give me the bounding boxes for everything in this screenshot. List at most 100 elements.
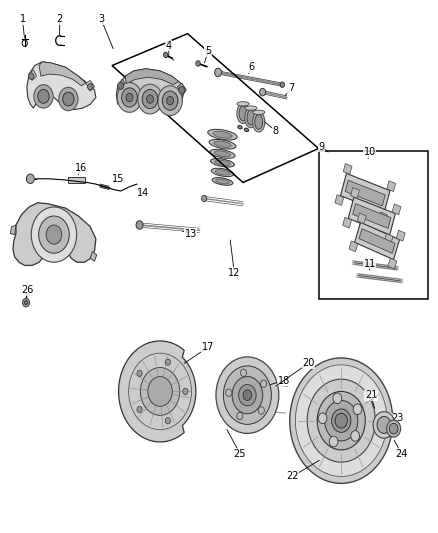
Circle shape xyxy=(389,423,398,434)
Circle shape xyxy=(158,86,182,116)
Circle shape xyxy=(126,93,133,102)
Circle shape xyxy=(63,92,74,106)
Circle shape xyxy=(117,83,142,112)
Text: 2: 2 xyxy=(57,14,63,25)
Polygon shape xyxy=(355,222,399,260)
Polygon shape xyxy=(13,203,96,265)
Circle shape xyxy=(240,369,247,376)
Circle shape xyxy=(317,391,365,450)
Circle shape xyxy=(148,376,172,406)
Ellipse shape xyxy=(237,103,249,124)
Circle shape xyxy=(163,52,168,58)
Polygon shape xyxy=(11,225,16,235)
Polygon shape xyxy=(27,62,96,110)
Circle shape xyxy=(88,84,93,90)
Circle shape xyxy=(138,84,162,114)
Ellipse shape xyxy=(208,130,237,140)
Circle shape xyxy=(201,195,207,201)
Circle shape xyxy=(307,379,375,462)
Circle shape xyxy=(165,359,170,365)
Text: 15: 15 xyxy=(112,174,124,184)
Ellipse shape xyxy=(237,102,249,106)
Circle shape xyxy=(335,413,347,428)
Circle shape xyxy=(351,431,360,441)
Circle shape xyxy=(165,417,170,424)
Polygon shape xyxy=(343,164,352,174)
Text: 6: 6 xyxy=(249,62,255,72)
Circle shape xyxy=(147,95,153,103)
Ellipse shape xyxy=(215,160,230,166)
Text: 18: 18 xyxy=(278,376,290,386)
Ellipse shape xyxy=(238,126,242,129)
Circle shape xyxy=(329,436,338,447)
Circle shape xyxy=(137,406,142,413)
Circle shape xyxy=(34,85,53,108)
Ellipse shape xyxy=(247,110,255,125)
Polygon shape xyxy=(378,212,387,223)
Polygon shape xyxy=(90,252,97,261)
Text: 8: 8 xyxy=(273,126,279,136)
Circle shape xyxy=(136,221,143,229)
Polygon shape xyxy=(68,177,85,182)
Text: 11: 11 xyxy=(364,259,376,269)
Circle shape xyxy=(183,388,188,394)
Polygon shape xyxy=(384,233,393,245)
Polygon shape xyxy=(357,213,366,224)
Polygon shape xyxy=(86,80,95,91)
Polygon shape xyxy=(348,197,396,235)
Circle shape xyxy=(333,393,342,403)
Text: 3: 3 xyxy=(98,14,104,25)
Circle shape xyxy=(141,368,180,415)
Ellipse shape xyxy=(212,177,233,185)
Text: 7: 7 xyxy=(288,83,294,93)
Text: 24: 24 xyxy=(396,449,408,458)
Polygon shape xyxy=(396,230,405,241)
Polygon shape xyxy=(388,258,397,269)
Circle shape xyxy=(31,207,77,262)
Circle shape xyxy=(258,407,265,414)
Circle shape xyxy=(39,216,69,253)
Circle shape xyxy=(353,404,362,415)
Ellipse shape xyxy=(239,106,247,121)
Text: 20: 20 xyxy=(302,358,314,368)
Ellipse shape xyxy=(215,169,230,175)
Text: 26: 26 xyxy=(21,286,34,295)
Ellipse shape xyxy=(210,149,235,158)
Text: 21: 21 xyxy=(365,390,377,400)
Ellipse shape xyxy=(244,128,249,132)
Ellipse shape xyxy=(255,115,263,130)
Polygon shape xyxy=(117,69,184,110)
Polygon shape xyxy=(335,195,344,205)
Circle shape xyxy=(295,365,387,477)
Circle shape xyxy=(280,82,285,87)
Circle shape xyxy=(122,88,138,107)
Ellipse shape xyxy=(213,131,232,138)
Text: 1: 1 xyxy=(19,14,25,25)
Ellipse shape xyxy=(253,110,265,115)
Circle shape xyxy=(118,82,124,90)
Polygon shape xyxy=(353,204,391,228)
Circle shape xyxy=(137,370,142,376)
Circle shape xyxy=(261,380,267,387)
Text: 14: 14 xyxy=(137,188,149,198)
Circle shape xyxy=(216,357,279,433)
Circle shape xyxy=(260,88,266,96)
Text: 22: 22 xyxy=(286,472,299,481)
Ellipse shape xyxy=(209,140,236,149)
Ellipse shape xyxy=(245,108,257,128)
Ellipse shape xyxy=(211,159,234,167)
Text: 12: 12 xyxy=(228,268,240,278)
Text: 9: 9 xyxy=(318,142,325,152)
Circle shape xyxy=(290,358,393,483)
Circle shape xyxy=(325,400,358,441)
Circle shape xyxy=(26,174,34,183)
Polygon shape xyxy=(29,70,36,80)
Text: 4: 4 xyxy=(166,41,172,51)
Text: 17: 17 xyxy=(202,342,214,352)
Circle shape xyxy=(179,86,185,94)
Circle shape xyxy=(237,413,243,420)
Circle shape xyxy=(387,420,401,437)
Circle shape xyxy=(142,90,158,109)
Circle shape xyxy=(28,73,34,79)
Circle shape xyxy=(223,366,272,424)
